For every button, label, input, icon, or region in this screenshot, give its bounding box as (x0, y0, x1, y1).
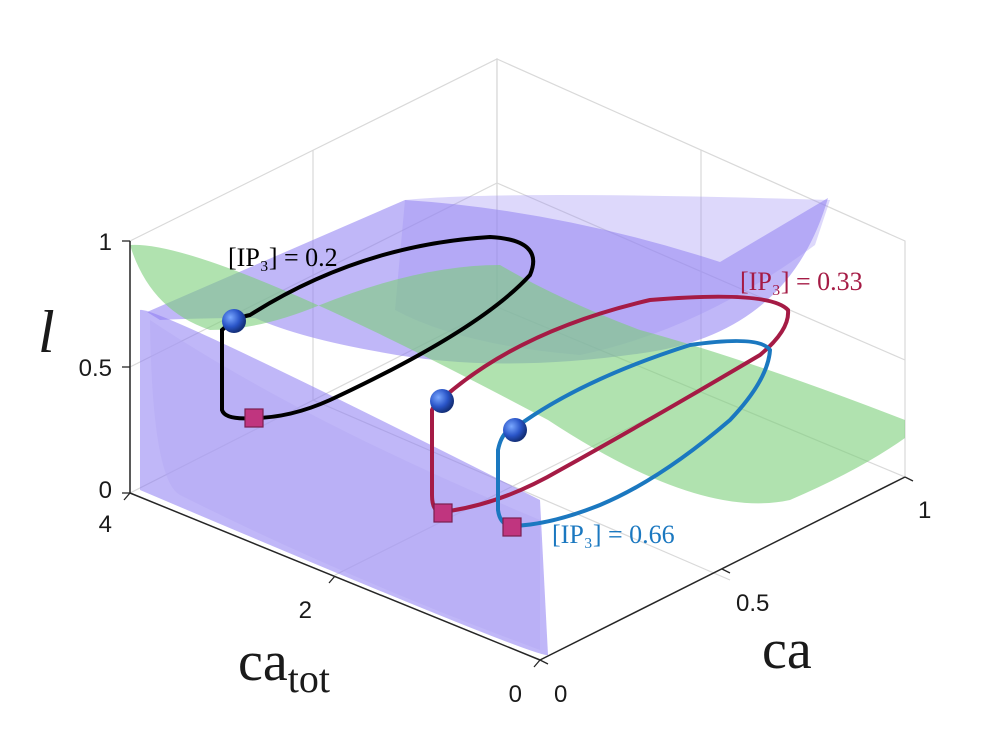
z-axis-label: l (38, 299, 55, 365)
y-tick-label-2: 2 (299, 597, 312, 624)
end-marker-ip3-0.33 (430, 389, 454, 413)
series-labels: [IP₃] = 0.2 [IP₃] = 0.33 [IP₃] = 0.66 (228, 243, 863, 549)
y-tick-label-0: 0 (509, 681, 522, 708)
y-axis-label: catot (238, 631, 330, 701)
end-marker-ip3-0.66 (503, 418, 527, 442)
z-tick-label-0: 0 (99, 477, 112, 504)
start-marker-ip3-0.66 (502, 517, 522, 537)
z-tick-label-0.5: 0.5 (79, 355, 112, 382)
x-tick-label-0.5: 0.5 (736, 590, 769, 617)
markers (222, 309, 527, 537)
tick-marks (122, 240, 914, 668)
x-tick-label-0: 0 (554, 681, 567, 708)
z-tick-label-1: 1 (99, 229, 112, 256)
series-label-ip3-0.2: [IP₃] = 0.2 (228, 243, 338, 272)
y-axis-label-main: ca (238, 631, 288, 693)
start-marker-ip3-0.33 (433, 503, 453, 523)
y-axis-label-sub: tot (288, 656, 330, 701)
x-axis-label: ca (762, 619, 812, 681)
start-marker-ip3-0.2 (244, 408, 264, 428)
series-line-ip3-0.66 (496, 339, 773, 529)
end-marker-ip3-0.2 (222, 309, 246, 333)
x-tick-label-1: 1 (918, 497, 931, 524)
y-tick-label-4: 4 (99, 511, 112, 538)
axis-labels: l catot ca (38, 299, 812, 701)
tick-labels: 1 0.5 0 4 2 0 0 0.5 1 (79, 229, 932, 708)
series-label-ip3-0.66: [IP₃] = 0.66 (552, 520, 675, 549)
surface-green (130, 244, 905, 504)
series-label-ip3-0.33: [IP₃] = 0.33 (740, 267, 863, 296)
